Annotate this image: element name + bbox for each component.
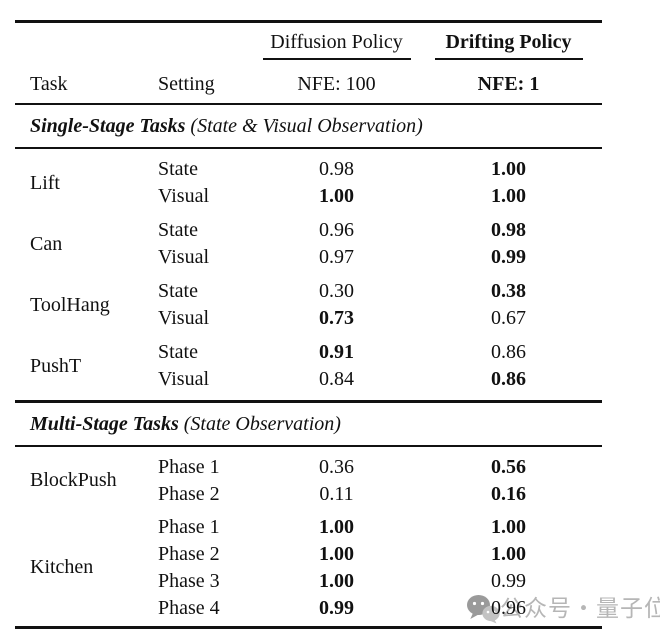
- drifting-value: 0.99: [491, 569, 526, 592]
- setting-label: Visual: [158, 368, 210, 390]
- top-rule: [15, 20, 602, 23]
- diffusion-value: 1.00: [319, 542, 354, 565]
- task-name: Lift: [30, 171, 60, 194]
- section-title-multi-stage: Multi-Stage Tasks (State Observation): [15, 403, 602, 445]
- diffusion-nfe-label: NFE: 100: [297, 73, 376, 95]
- drifting-value: 0.16: [491, 482, 526, 505]
- diffusion-value: 0.36: [319, 455, 354, 478]
- diffusion-value: 0.91: [319, 341, 354, 363]
- drifting-value: 0.67: [491, 307, 526, 329]
- section-title-text: Multi-Stage Tasks: [30, 412, 179, 435]
- section-divider-rule: [15, 400, 602, 403]
- section-subtitle-text: (State & Visual Observation): [190, 115, 423, 137]
- setting-label: Phase 3: [158, 569, 220, 592]
- drifting-value: 1.00: [491, 158, 526, 180]
- diffusion-policy-header: Diffusion Policy: [258, 30, 415, 60]
- task-name: Can: [30, 232, 63, 255]
- setting-label: Visual: [158, 246, 210, 268]
- task-name: PushT: [30, 354, 82, 377]
- diffusion-value: 0.99: [319, 596, 354, 619]
- task-group-can: Can State 0.96 0.98 Visual 0.97 0.99: [15, 217, 602, 271]
- task-name: Kitchen: [30, 556, 94, 578]
- setting-label: State: [158, 280, 198, 302]
- section-rule: [15, 444, 602, 447]
- drifting-cmidrule: [434, 58, 583, 60]
- setting-label: Phase 2: [158, 542, 220, 565]
- diffusion-value: 0.11: [319, 482, 354, 505]
- chat-bubbles-icon: [467, 595, 500, 624]
- diffusion-value: 1.00: [319, 515, 354, 538]
- setting-label: Phase 4: [158, 596, 220, 619]
- task-group-toolhang: ToolHang State 0.30 0.38 Visual 0.73 0.6…: [15, 278, 602, 332]
- diffusion-value: 0.96: [319, 219, 354, 241]
- setting-label: Visual: [158, 307, 210, 329]
- setting-label: Phase 1: [158, 515, 220, 538]
- drifting-value: 0.86: [491, 368, 526, 390]
- column-label-row: Task Setting NFE: 100 NFE: 1: [15, 72, 602, 96]
- diffusion-value: 0.73: [319, 307, 354, 329]
- drifting-value: 0.86: [491, 341, 526, 363]
- drifting-value: 0.38: [491, 280, 526, 302]
- drifting-value: 1.00: [491, 515, 526, 538]
- drifting-nfe-label: NFE: 1: [477, 73, 540, 95]
- drifting-value: 0.99: [491, 246, 526, 268]
- watermark: 公众号・量子位: [466, 594, 660, 624]
- setting-label: Phase 2: [158, 482, 220, 505]
- task-group-blockpush: BlockPush Phase 1 0.36 0.56 Phase 2 0.11…: [15, 454, 602, 508]
- section-title-text: Single-Stage Tasks: [30, 115, 186, 137]
- setting-label: Phase 1: [158, 455, 220, 478]
- drifting-value: 0.98: [491, 219, 526, 241]
- setting-label: State: [158, 341, 198, 363]
- watermark-text: 公众号・量子位: [500, 596, 660, 622]
- policy-header-row: Diffusion Policy Drifting Policy: [15, 30, 602, 60]
- drifting-value: 1.00: [491, 185, 526, 207]
- task-column-header: Task: [30, 73, 68, 95]
- task-name: ToolHang: [30, 293, 110, 316]
- results-table: Diffusion Policy Drifting Policy Task Se…: [15, 0, 602, 629]
- diffusion-value: 0.30: [319, 280, 354, 302]
- header-rule: [15, 103, 602, 105]
- drifting-policy-header: Drifting Policy: [415, 30, 602, 60]
- section-rule: [15, 147, 602, 149]
- setting-label: State: [158, 158, 198, 180]
- task-group-lift: Lift State 0.98 1.00 Visual 1.00 1.00: [15, 156, 602, 210]
- task-name: BlockPush: [30, 469, 117, 491]
- diffusion-value: 0.98: [319, 158, 354, 180]
- drifting-policy-label: Drifting Policy: [445, 31, 572, 53]
- drifting-value: 1.00: [491, 542, 526, 565]
- section-title-single-stage: Single-Stage Tasks (State & Visual Obser…: [15, 105, 602, 147]
- diffusion-cmidrule: [262, 58, 411, 60]
- task-group-pusht: PushT State 0.91 0.86 Visual 0.84 0.86: [15, 339, 602, 393]
- setting-label: Visual: [158, 185, 210, 207]
- diffusion-policy-label: Diffusion Policy: [270, 31, 403, 53]
- diffusion-value: 0.84: [319, 368, 354, 390]
- task-group-kitchen: Kitchen Phase 1 1.00 1.00 Phase 2 1.00 1…: [15, 514, 602, 622]
- diffusion-value: 1.00: [319, 185, 354, 207]
- drifting-value: 0.96: [491, 596, 526, 619]
- drifting-value: 0.56: [491, 455, 526, 478]
- section-subtitle-text: (State Observation): [183, 412, 341, 435]
- bottom-rule: [15, 625, 602, 629]
- diffusion-value: 0.97: [319, 246, 354, 268]
- setting-column-header: Setting: [158, 73, 215, 95]
- setting-label: State: [158, 219, 198, 241]
- diffusion-value: 1.00: [319, 569, 354, 592]
